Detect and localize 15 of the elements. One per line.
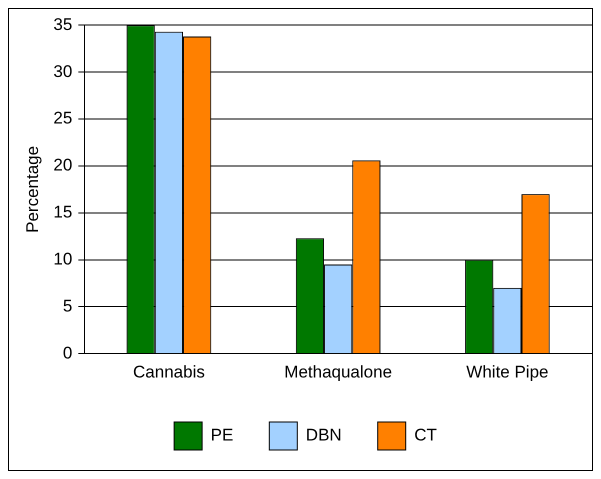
y-axis-title: Percentage (22, 146, 42, 233)
y-tick-label: 20 (53, 156, 72, 175)
x-tick-label: Methaqualone (284, 362, 392, 382)
y-tick-label: 10 (53, 249, 72, 268)
y-tick-label: 30 (53, 62, 72, 81)
x-tick-label: Cannabis (133, 362, 205, 382)
y-tick-label: 15 (53, 202, 72, 222)
legend-label: CT (414, 426, 437, 445)
x-tick-label: White Pipe (466, 362, 548, 382)
y-tick-label: 35 (53, 14, 72, 34)
legend-label: PE (210, 426, 234, 445)
legend-label: DBN (306, 426, 342, 445)
y-tick-label: 0 (62, 343, 72, 362)
y-tick-label: 25 (53, 108, 72, 128)
y-tick-label: 5 (62, 296, 72, 316)
